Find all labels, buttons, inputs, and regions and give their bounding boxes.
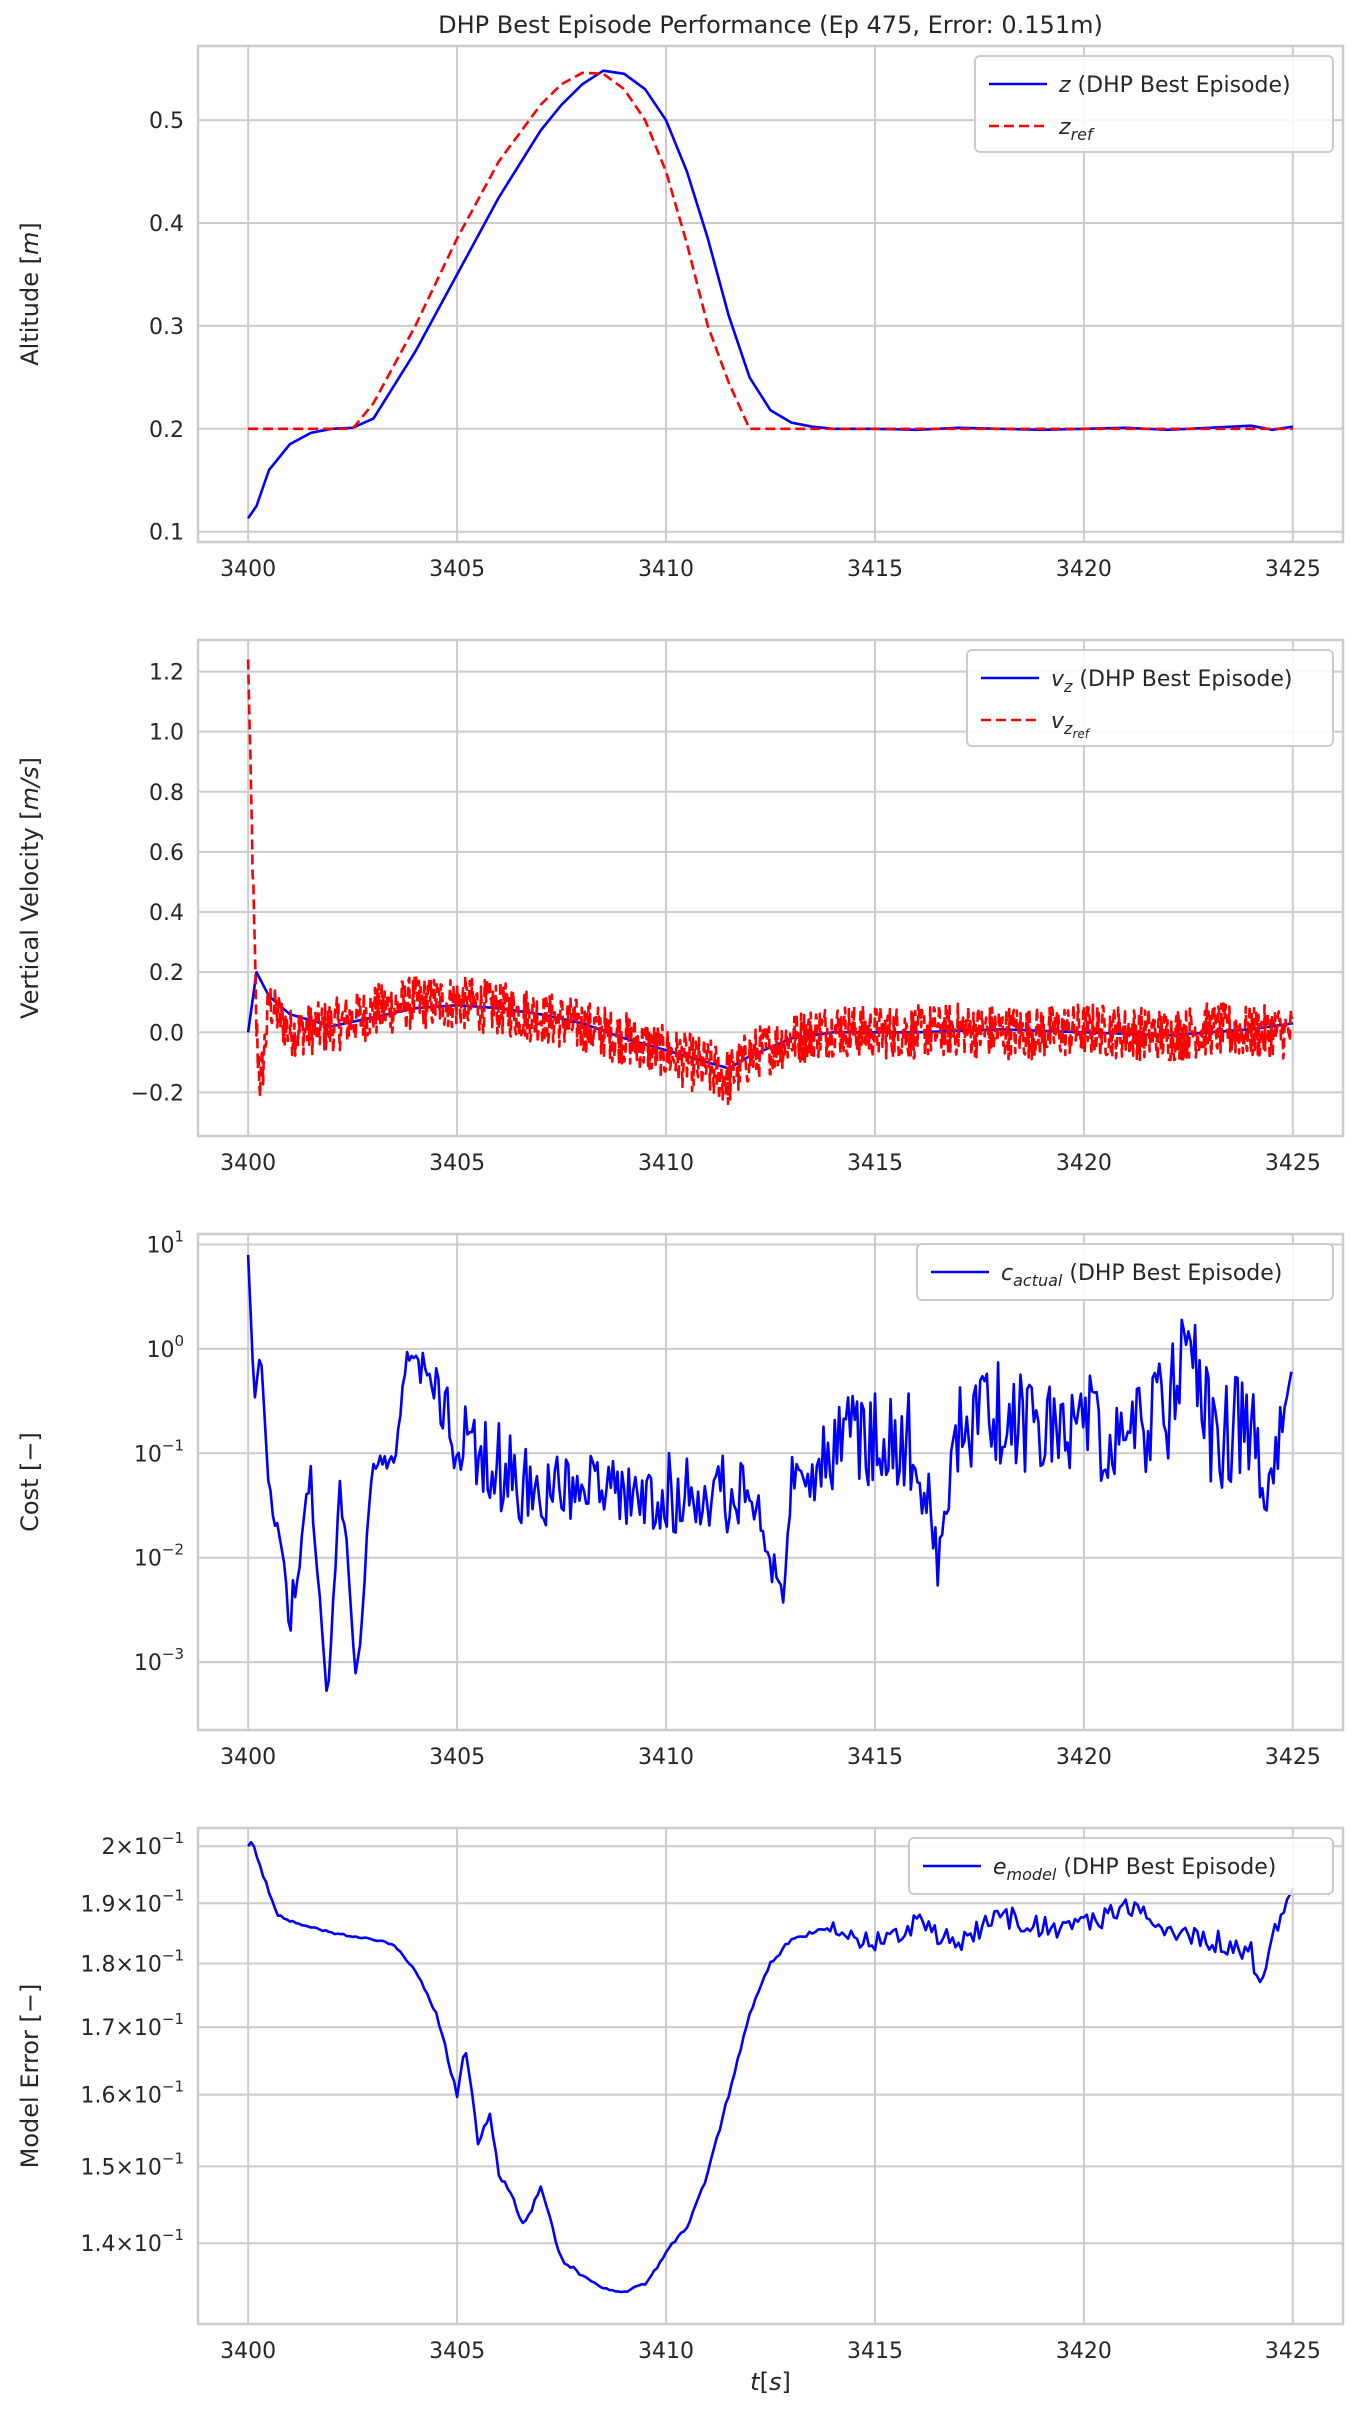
series-line-2	[248, 71, 1293, 431]
y-tick-label: 0.5	[149, 109, 184, 134]
x-tick-label: 3425	[1265, 1151, 1321, 1176]
panel-4: 3400 3405 3410 3415 3420 3425 2×10−1 1.9×10−1 1.…	[16, 1826, 1345, 2396]
y-tick-label: 1.4×10−1	[80, 2226, 184, 2257]
legend-label: vz (DHP Best Episode)	[1051, 667, 1292, 696]
legend-label: zref	[1058, 115, 1095, 144]
axes-frame	[196, 638, 1345, 1138]
y-axis-label: Altitude [m]	[16, 222, 44, 366]
y-tick-label: 1.9×10−1	[80, 1886, 184, 1917]
axes-frame	[196, 1232, 1345, 1732]
axes-frame	[196, 44, 1345, 544]
y-tick-label: 2×10−1	[101, 1829, 184, 1860]
y-tick-label: 0.3	[149, 315, 184, 340]
legend-label: z (DHP Best Episode)	[1058, 73, 1291, 98]
panel-1: 3400 3405 3410 3415 3420 3425 0.1 0.2 0.3 0.4 0.5 D…	[16, 11, 1345, 582]
legend: z (DHP Best Episode) zref	[974, 55, 1334, 153]
series-line-1	[247, 1840, 1295, 2294]
x-tick-label: 3415	[847, 557, 903, 582]
y-axis-label: Vertical Velocity [m/s]	[16, 757, 44, 1019]
x-tick-label: 3415	[847, 1745, 903, 1770]
y-tick-label: 1.2	[149, 661, 184, 686]
legend: cactual (DHP Best Episode)	[916, 1243, 1334, 1301]
x-tick-label: 3400	[220, 1151, 276, 1176]
x-tick-label: 3405	[429, 1151, 485, 1176]
x-tick-label: 3405	[429, 557, 485, 582]
legend-box	[974, 55, 1334, 153]
x-tick-label: 3400	[220, 557, 276, 582]
y-tick-label: 10−1	[134, 1436, 184, 1467]
y-tick-label: 101	[146, 1227, 184, 1258]
x-tick-label: 3415	[847, 2339, 903, 2364]
x-tick-label: 3420	[1056, 1745, 1112, 1770]
y-tick-label: 10−3	[134, 1645, 184, 1676]
x-tick-label: 3405	[429, 2339, 485, 2364]
legend-label: vzref	[1051, 709, 1091, 741]
panel-3: 3400 3405 3410 3415 3420 3425 10−3 10−2 10−1 100 1…	[16, 1227, 1345, 1770]
y-axis-label: Model Error [−]	[16, 1984, 44, 2169]
y-tick-label: 1.7×10−1	[80, 2010, 184, 2041]
x-tick-label: 3400	[220, 1745, 276, 1770]
y-tick-label: 100	[146, 1332, 184, 1363]
x-tick-label: 3425	[1265, 2339, 1321, 2364]
y-tick-label: 0.1	[149, 521, 184, 546]
series-line-2	[246, 659, 1294, 1106]
y-tick-label: 0.6	[149, 841, 184, 866]
y-tick-label: 0.4	[149, 212, 184, 237]
x-tick-label: 3415	[847, 1151, 903, 1176]
x-tick-label: 3405	[429, 1745, 485, 1770]
legend-box	[966, 649, 1334, 747]
y-tick-label: 0.8	[149, 781, 184, 806]
y-tick-label: 1.0	[149, 721, 184, 746]
x-tick-label: 3420	[1056, 1151, 1112, 1176]
y-tick-label: −0.2	[131, 1081, 184, 1106]
x-tick-label: 3425	[1265, 557, 1321, 582]
plot-area	[247, 69, 1294, 520]
plot-area	[247, 1840, 1295, 2294]
y-axis-label: Cost [−]	[16, 1432, 44, 1532]
legend-box	[916, 1243, 1334, 1301]
y-tick-label: 10−2	[134, 1541, 184, 1572]
x-tick-label: 3420	[1056, 557, 1112, 582]
y-tick-label: 1.8×10−1	[80, 1946, 184, 1977]
legend-box	[908, 1837, 1334, 1895]
x-tick-label: 3420	[1056, 2339, 1112, 2364]
series-line-1	[246, 1254, 1293, 1693]
y-tick-label: 1.6×10−1	[80, 2078, 184, 2109]
x-tick-label: 3410	[638, 557, 694, 582]
y-tick-label: 0.0	[149, 1021, 184, 1046]
x-tick-label: 3410	[638, 2339, 694, 2364]
y-tick-label: 0.4	[149, 901, 184, 926]
legend: vz (DHP Best Episode) vzref	[966, 649, 1334, 747]
legend-label: cactual (DHP Best Episode)	[1001, 1261, 1282, 1290]
chart-title: DHP Best Episode Performance (Ep 475, Er…	[438, 11, 1103, 39]
x-tick-label: 3410	[638, 1151, 694, 1176]
axes-frame	[196, 1826, 1345, 2326]
plot-area	[246, 1254, 1293, 1693]
legend: emodel (DHP Best Episode)	[908, 1837, 1334, 1895]
legend-label: emodel (DHP Best Episode)	[993, 1855, 1276, 1884]
panel-2: 3400 3405 3410 3415 3420 3425 −0.2 0.0 0.2 0.4 0.6…	[16, 638, 1345, 1176]
x-tick-label: 3400	[220, 2339, 276, 2364]
y-tick-label: 1.5×10−1	[80, 2149, 184, 2180]
y-tick-label: 0.2	[149, 961, 184, 986]
plot-area	[246, 659, 1294, 1106]
x-tick-label: 3410	[638, 1745, 694, 1770]
x-axis-label: t[s]	[750, 2368, 791, 2396]
y-tick-label: 0.2	[149, 418, 184, 443]
x-tick-label: 3425	[1265, 1745, 1321, 1770]
